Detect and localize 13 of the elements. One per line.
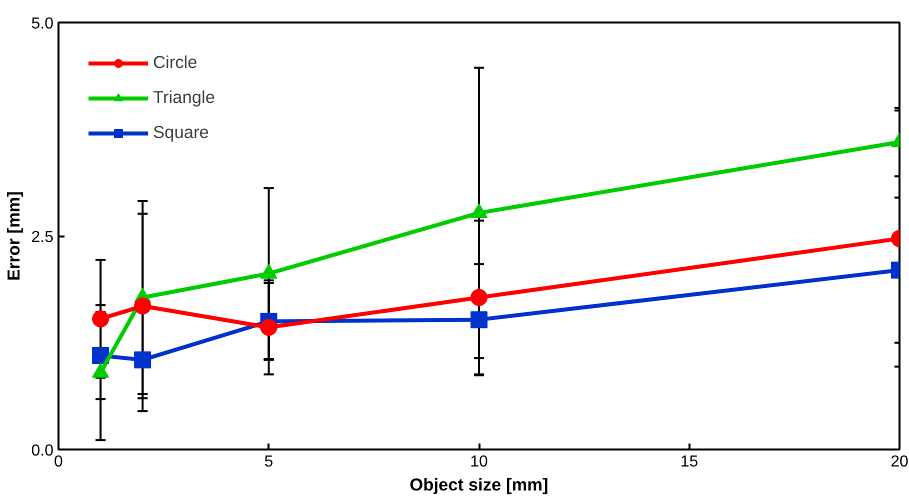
x-axis-title: Object size [mm] (410, 474, 548, 494)
x-tick-label: 15 (680, 454, 698, 470)
x-tick-label: 10 (470, 454, 488, 470)
legend-label: Circle (153, 52, 198, 73)
legend-label: Square (153, 122, 209, 143)
y-tick-label: 0.0 (31, 442, 54, 460)
y-tick-label: 2.5 (31, 229, 54, 246)
y-axis-title: Error [mm] (3, 191, 24, 281)
x-tick-label: 5 (264, 454, 274, 470)
legend-label: Triangle (153, 87, 215, 108)
x-tick-label: 20 (890, 454, 908, 470)
y-tick-label: 5.0 (31, 16, 54, 32)
x-tick-label: 0 (54, 454, 64, 470)
